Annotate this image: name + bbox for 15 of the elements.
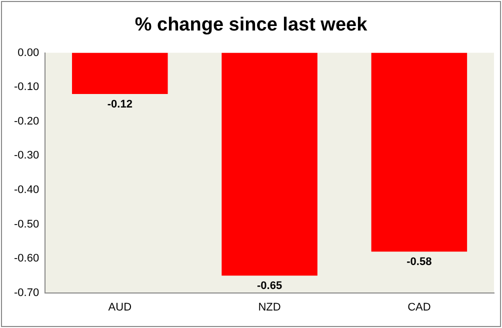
y-tick-label: -0.60 bbox=[14, 252, 40, 265]
data-label: -0.12 bbox=[107, 98, 132, 110]
y-tick-label: -0.40 bbox=[14, 184, 40, 196]
x-tick-label: NZD bbox=[258, 301, 281, 314]
chart-title: % change since last week bbox=[134, 14, 368, 36]
y-tick-label: 0.00 bbox=[18, 46, 40, 59]
data-label: -0.65 bbox=[256, 280, 282, 292]
y-tick-label: -0.20 bbox=[14, 115, 40, 128]
y-tick-label: -0.50 bbox=[14, 218, 40, 230]
x-tick-label: AUD bbox=[108, 301, 132, 314]
data-label: -0.58 bbox=[406, 256, 432, 268]
y-tick-label: -0.30 bbox=[14, 150, 40, 162]
x-tick-label: CAD bbox=[408, 301, 431, 314]
y-tick-label: -0.10 bbox=[14, 81, 40, 94]
y-tick-label: -0.70 bbox=[14, 286, 40, 299]
